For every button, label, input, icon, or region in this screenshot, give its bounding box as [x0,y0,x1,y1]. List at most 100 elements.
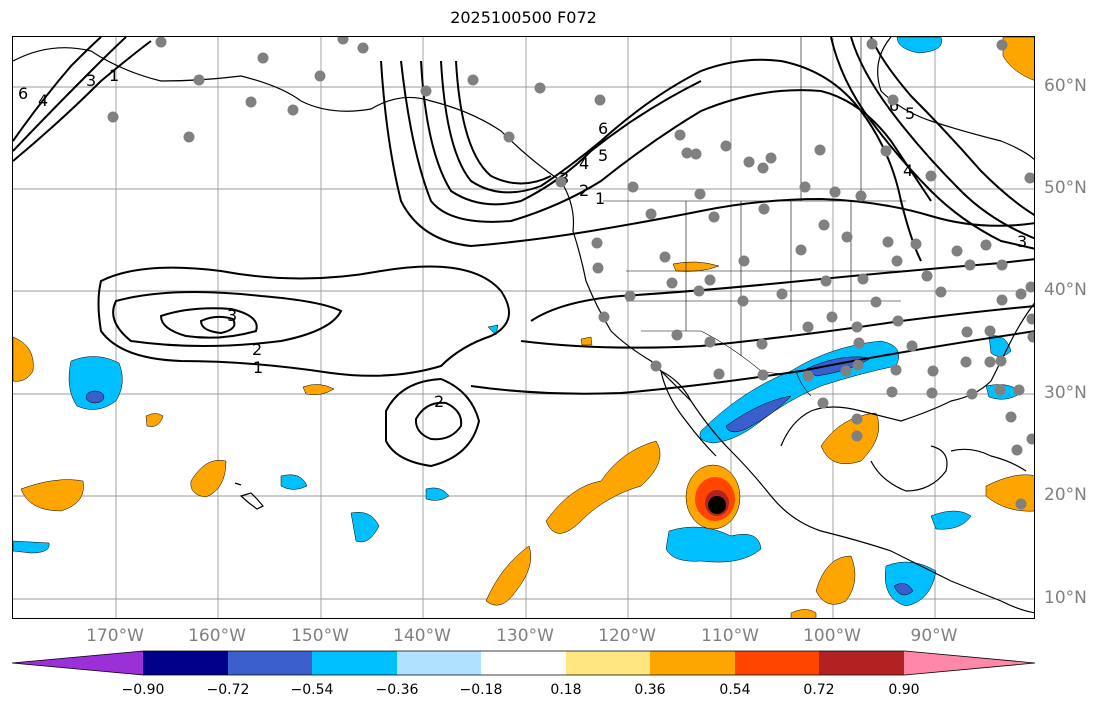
station-dot [851,321,863,333]
station-dot [910,238,922,250]
lat-label-60n: 60°N [1044,76,1087,96]
station-dot [155,37,167,48]
station-dots [107,37,1034,510]
station-dot [841,231,853,243]
station-dot [467,74,479,86]
contour-label: 6 [889,96,899,115]
contour-label: 2 [252,340,262,359]
colorbar-segment [12,651,143,675]
blue-blob-small-4 [13,540,50,554]
station-dot [503,131,515,143]
station-dot [857,273,869,285]
station-dot [592,262,604,274]
station-dot [925,170,937,182]
contour-label: 1 [595,189,605,208]
station-dot [980,239,992,251]
contour-label: 3 [86,71,96,90]
station-dot [420,85,432,97]
station-dot [994,384,1006,396]
contour-label: 6 [598,119,608,138]
station-dot [193,74,205,86]
lon-label-100w: 100°W [803,626,861,646]
contour-label: 5 [598,146,608,165]
orange-blob-4 [302,384,335,396]
station-dot [984,325,996,337]
station-dot [1013,384,1025,396]
lon-label-170w: 170°W [86,626,144,646]
orange-blob-9 [815,555,856,605]
blue-blob-pacific [665,526,762,563]
colorbar-tick: 0.90 [888,682,920,698]
station-dot [890,364,902,376]
station-dot [758,203,770,215]
map-canvas: 6 4 3 1 3 2 1 2 6 5 4 3 2 1 6 5 4 3 [13,37,1034,618]
station-dot [694,188,706,200]
station-dot [802,370,814,382]
station-dot [880,145,892,157]
blue-blob-gulf-east [988,335,1012,357]
station-dot [795,244,807,256]
station-dot [765,152,777,164]
lat-label-30n: 30°N [1044,383,1087,403]
contour-label: 1 [253,358,263,377]
station-dot [693,285,705,297]
station-dot [853,337,865,349]
station-dot [892,315,904,327]
station-dot [887,94,899,106]
station-dot [534,82,546,94]
station-dot [855,190,867,202]
blue-blob-small-2 [350,512,380,543]
colorbar-segment [143,651,228,675]
colorbar [12,650,1036,676]
station-dot [995,355,1007,367]
station-dot [996,294,1008,306]
station-dot [960,356,972,368]
station-dot [627,181,639,193]
station-dot [984,356,996,368]
station-dot [1005,411,1017,423]
station-dot [594,94,606,106]
blue-blob-small-1 [280,474,308,490]
station-dot [829,186,841,198]
station-dot [882,236,894,248]
station-dot [817,397,829,409]
station-dot [886,386,898,398]
colorbar-segment [904,651,1035,675]
station-dot [357,42,369,54]
orange-blob-5 [485,545,532,606]
station-dot [183,131,195,143]
station-dot [738,255,750,267]
station-dot [1026,433,1034,445]
station-dot [314,70,326,82]
station-dot [598,311,610,323]
station-dot [1027,331,1034,343]
colorbar-segment [735,651,819,675]
contour-label: 6 [18,84,28,103]
station-dot [743,156,755,168]
station-dot [704,274,716,286]
lon-label-140w: 140°W [393,626,451,646]
station-dot [674,129,686,141]
station-dot [555,176,567,188]
orange-blob-3 [145,413,164,427]
station-dot [921,270,933,282]
lon-label-130w: 130°W [496,626,554,646]
colorbar-tick: −0.72 [206,682,250,698]
station-dot [851,413,863,425]
station-dot [756,338,768,350]
lat-label-20n: 20°N [1044,485,1087,505]
station-dot [826,311,838,323]
station-dot [814,144,826,156]
blue-blob-caribbean [930,510,972,530]
map-title: 2025100500 F072 [450,8,597,27]
station-dot [935,286,947,298]
lat-label-50n: 50°N [1044,178,1087,198]
station-dot [659,251,671,263]
station-dot [927,365,939,377]
station-dot [624,290,636,302]
station-dot [818,219,830,231]
station-dot [966,388,978,400]
contour-label: 4 [579,154,589,173]
contour-label: 5 [905,104,915,123]
station-dot [852,359,864,371]
